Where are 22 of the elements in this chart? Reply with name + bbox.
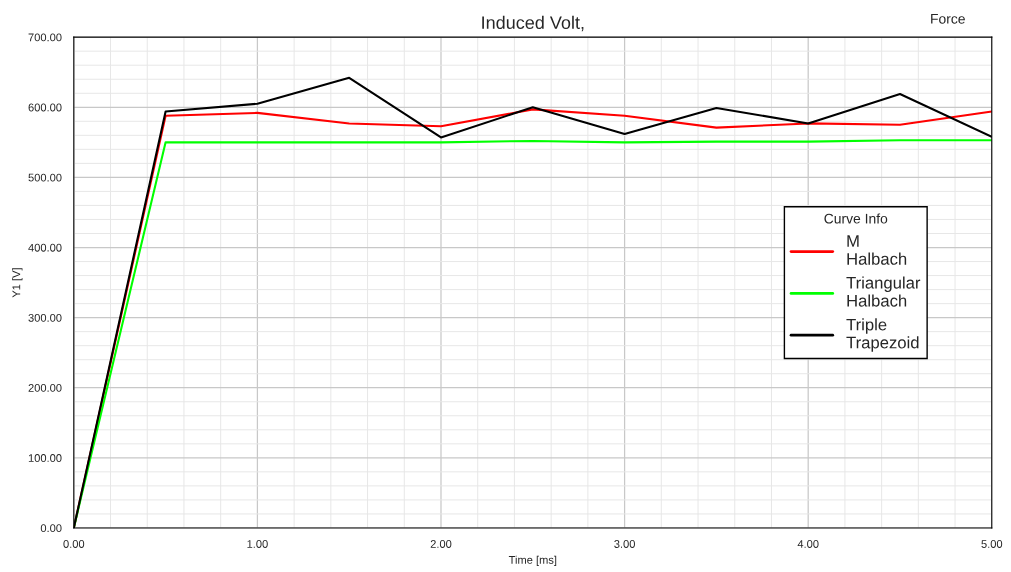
x-tick-label: 3.00 bbox=[614, 540, 635, 548]
legend-label: Triple Trapezoid bbox=[846, 318, 919, 352]
legend-label: M Halbach bbox=[847, 235, 907, 265]
x-tick-label: 4.00 bbox=[797, 540, 819, 548]
legend-label: Triangular Halbach bbox=[846, 276, 921, 307]
x-tick-label: 2.00 bbox=[430, 540, 452, 548]
x-tick-label: 1.00 bbox=[247, 540, 268, 548]
y-tick-label: 400.00 bbox=[28, 243, 62, 252]
y-tick-label: 200.00 bbox=[28, 384, 62, 392]
y-tick-label: 300.00 bbox=[28, 313, 62, 322]
y-tick-label: 0.00 bbox=[40, 524, 62, 533]
y-tick-label: 500.00 bbox=[28, 173, 62, 182]
x-axis-title: Time [ms] bbox=[508, 555, 557, 567]
legend-title: Curve Info bbox=[824, 213, 888, 224]
y-tick-label: 700.00 bbox=[28, 33, 62, 42]
y-tick-label: 100.00 bbox=[28, 454, 62, 462]
text: Force bbox=[931, 14, 965, 24]
y-tick-label: 600.00 bbox=[28, 103, 62, 112]
x-tick-label: 5.00 bbox=[981, 540, 1003, 548]
chart-title: Induced Volt, bbox=[482, 15, 584, 32]
x-tick-label: 0.00 bbox=[63, 540, 85, 548]
y-axis-title: Y1 [V] bbox=[12, 268, 23, 298]
